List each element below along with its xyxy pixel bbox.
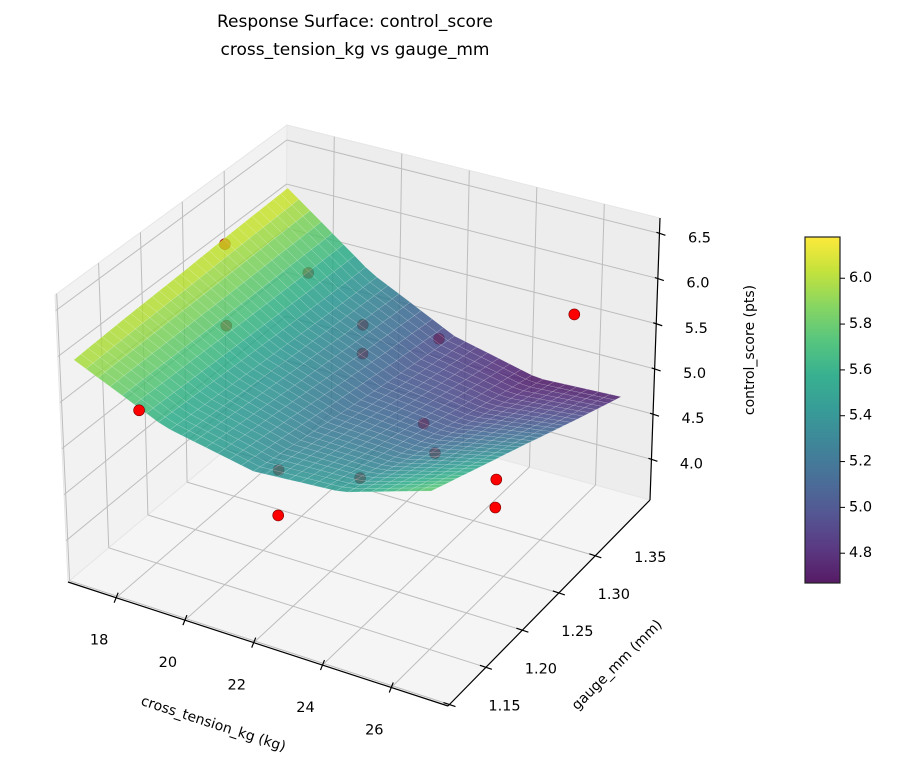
colorbar-tick-label: 5.8 — [849, 316, 872, 332]
x-gridline — [390, 484, 596, 688]
colorbar-tick-label: 5.6 — [849, 362, 872, 378]
y-tick-label: 1.20 — [525, 661, 557, 677]
y-tick-label: 1.25 — [561, 624, 593, 640]
y-gridline — [98, 263, 110, 548]
x-tick-mark — [113, 592, 119, 603]
scatter-points-front — [133, 308, 581, 522]
z-tick-label: 6.0 — [686, 276, 709, 292]
y-tick-mark — [552, 590, 566, 596]
z-tick-label: 4.0 — [680, 456, 703, 472]
z-tick-mark — [648, 457, 658, 462]
surface-facet — [488, 452, 509, 457]
y-gridline — [56, 293, 71, 581]
x-tick-mark — [182, 614, 188, 626]
x-tick-mark — [251, 637, 257, 648]
colorbar-tick-label: 6.0 — [849, 270, 872, 286]
x-axis-label: cross_tension_kg (kg) — [139, 693, 288, 755]
z-tick-label: 4.5 — [681, 411, 704, 427]
surface-facet — [425, 484, 445, 489]
colorbar-tick-label: 4.8 — [849, 545, 872, 561]
y-tick-mark — [589, 553, 602, 559]
x-tick-label: 24 — [296, 700, 314, 716]
data-point — [490, 473, 503, 486]
x-tick-label: 18 — [90, 633, 108, 649]
colorbar-tick-label: 5.4 — [849, 408, 872, 424]
surface-facet — [419, 487, 438, 492]
y-tick-label: 1.35 — [634, 550, 666, 566]
z-tick-mark — [654, 276, 665, 282]
z-tick-mark — [651, 367, 661, 372]
surface-facet — [558, 417, 578, 423]
z-gridline — [55, 139, 288, 312]
colorbar-tick-label: 5.2 — [849, 454, 872, 470]
surface-facet — [583, 403, 604, 410]
y-gridline — [108, 547, 487, 668]
axis-lines — [67, 217, 666, 708]
colorbar-tick-label: 5.0 — [849, 499, 872, 515]
z-axis-line — [649, 217, 661, 501]
y-tick-mark — [443, 701, 456, 708]
z-tick-label: 5.5 — [685, 321, 708, 337]
y-tick-label: 1.15 — [488, 699, 520, 715]
y-gridline — [186, 481, 559, 594]
x-gridline — [594, 204, 605, 486]
surface-facet — [526, 433, 547, 438]
y-tick-mark — [516, 627, 529, 633]
z-gridline — [57, 183, 287, 358]
y-gridline — [147, 514, 523, 631]
y-tick-mark — [479, 664, 493, 670]
z-tick-mark — [656, 231, 666, 236]
x-tick-label: 26 — [365, 723, 383, 739]
data-point — [568, 308, 581, 321]
chart-title: Response Surface: control_score — [216, 12, 494, 32]
y-axis-line — [447, 499, 651, 707]
colorbar-gradient — [804, 236, 841, 584]
surface-facet — [533, 429, 553, 435]
surface-facet — [590, 400, 610, 407]
z-axis-label: control_score (pts) — [742, 285, 758, 415]
z-tick-mark — [653, 322, 663, 327]
surface-facet — [482, 455, 503, 460]
z-gridline — [286, 139, 660, 234]
z-tick-label: 5.0 — [683, 366, 706, 382]
y-tick-label: 1.30 — [598, 587, 630, 603]
surface-facet — [457, 468, 476, 473]
response-surface — [73, 187, 622, 493]
data-point — [272, 509, 285, 522]
surface-facet — [571, 410, 591, 417]
z-tick-mark — [649, 412, 660, 417]
tick-labels: 18 20 22 24 26 1.15 1.20 1.25 1.30 1.35 4.0 4.5 5.0 5… — [90, 230, 711, 738]
chart-subtitle: cross_tension_kg vs gauge_mm — [220, 40, 490, 60]
z-tick-label: 6.5 — [688, 230, 711, 246]
z-gridline — [286, 183, 658, 280]
y-gridline — [69, 580, 450, 705]
x-tick-label: 22 — [227, 678, 245, 694]
colorbar: 4.8 5.0 5.2 5.4 5.6 5.8 6.0 — [804, 236, 872, 584]
data-point — [133, 404, 145, 417]
x-tick-label: 20 — [159, 655, 177, 671]
data-point — [489, 501, 502, 514]
x-gridline — [322, 466, 530, 666]
x-tick-mark — [319, 659, 326, 671]
x-axis-line — [67, 581, 449, 707]
surface-facet — [514, 439, 534, 445]
surface-facet — [463, 465, 483, 470]
z-gridline — [286, 227, 657, 325]
x-tick-mark — [388, 682, 394, 693]
